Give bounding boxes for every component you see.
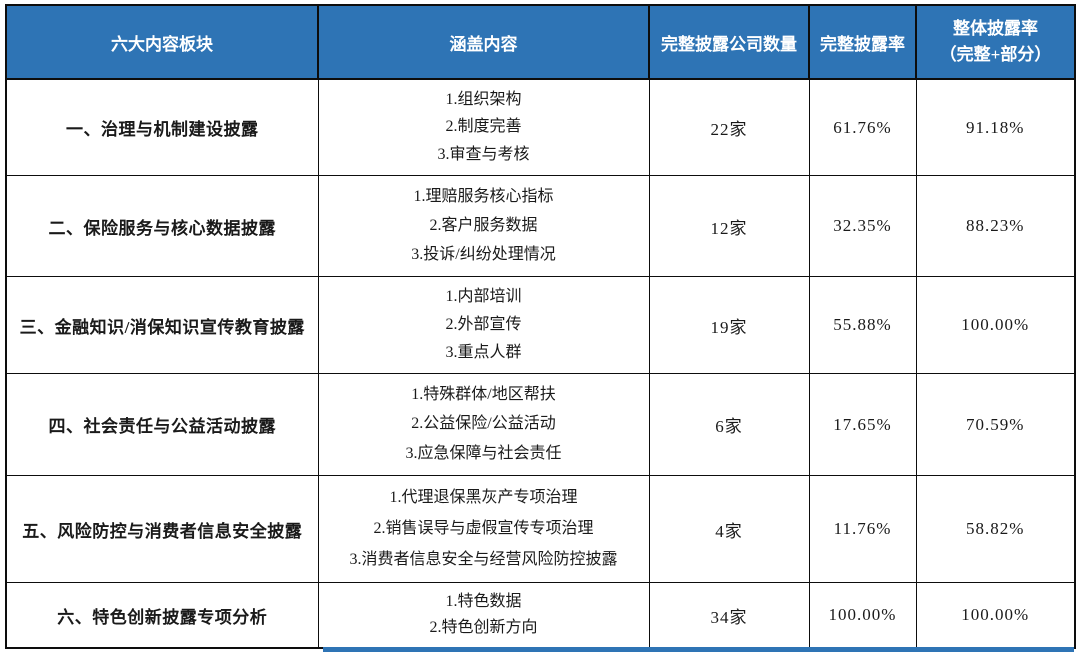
item-line: 3.投诉/纠纷处理情况 <box>411 246 556 264</box>
complete-rate-cell: 11.76% <box>808 475 917 583</box>
table-row: 六、特色创新披露专项分析 1.特色数据 2.特色创新方向 34家 100.00%… <box>5 582 1076 649</box>
item-line: 3.消费者信息安全与经营风险防控披露 <box>349 551 618 569</box>
section-cell: 六、特色创新披露专项分析 <box>5 582 319 649</box>
table-row: 四、社会责任与公益活动披露 1.特殊群体/地区帮扶 2.公益保险/公益活动 3.… <box>5 373 1076 476</box>
count-cell: 4家 <box>648 475 810 583</box>
complete-rate-cell: 55.88% <box>808 276 917 374</box>
overall-rate-cell: 88.23% <box>915 175 1076 277</box>
complete-rate-cell: 17.65% <box>808 373 917 476</box>
overall-rate-cell: 91.18% <box>915 78 1076 176</box>
header-complete-count: 完整披露公司数量 <box>648 4 810 80</box>
section-cell: 四、社会责任与公益活动披露 <box>5 373 319 476</box>
header-overall-rate-line1: 整体披露率 <box>953 19 1038 38</box>
items-cell: 1.内部培训 2.外部宣传 3.重点人群 <box>317 276 650 374</box>
section-cell: 二、保险服务与核心数据披露 <box>5 175 319 277</box>
item-line: 1.特殊群体/地区帮扶 <box>411 385 556 403</box>
table-header-row: 六大内容板块 涵盖内容 完整披露公司数量 完整披露率 整体披露率 （完整+部分） <box>5 4 1076 80</box>
item-line: 2.公益保险/公益活动 <box>411 415 556 433</box>
items-cell: 1.代理退保黑灰产专项治理 2.销售误导与虚假宣传专项治理 3.消费者信息安全与… <box>317 475 650 583</box>
header-content: 涵盖内容 <box>317 4 650 80</box>
header-overall-rate: 整体披露率 （完整+部分） <box>915 4 1076 80</box>
complete-rate-cell: 100.00% <box>808 582 917 649</box>
item-line: 1.特色数据 <box>445 593 522 610</box>
section-cell: 一、治理与机制建设披露 <box>5 78 319 176</box>
overall-rate-cell: 100.00% <box>915 276 1076 374</box>
items-cell: 1.理赔服务核心指标 2.客户服务数据 3.投诉/纠纷处理情况 <box>317 175 650 277</box>
item-line: 3.重点人群 <box>445 344 522 361</box>
overall-rate-cell: 58.82% <box>915 475 1076 583</box>
header-section: 六大内容板块 <box>5 4 319 80</box>
items-cell: 1.特殊群体/地区帮扶 2.公益保险/公益活动 3.应急保障与社会责任 <box>317 373 650 476</box>
disclosure-table: 六大内容板块 涵盖内容 完整披露公司数量 完整披露率 整体披露率 （完整+部分）… <box>5 4 1076 649</box>
count-cell: 6家 <box>648 373 810 476</box>
overall-rate-cell: 100.00% <box>915 582 1076 649</box>
item-line: 1.理赔服务核心指标 <box>413 187 554 205</box>
table-row: 一、治理与机制建设披露 1.组织架构 2.制度完善 3.审查与考核 22家 61… <box>5 78 1076 176</box>
cropped-next-row-strip <box>323 647 1074 652</box>
table-row: 五、风险防控与消费者信息安全披露 1.代理退保黑灰产专项治理 2.销售误导与虚假… <box>5 475 1076 583</box>
item-line: 2.外部宣传 <box>445 316 522 333</box>
table-row: 三、金融知识/消保知识宣传教育披露 1.内部培训 2.外部宣传 3.重点人群 1… <box>5 276 1076 374</box>
complete-rate-cell: 32.35% <box>808 175 917 277</box>
item-line: 3.应急保障与社会责任 <box>405 445 562 463</box>
header-overall-rate-line2: （完整+部分） <box>939 45 1052 64</box>
item-line: 3.审查与考核 <box>437 146 530 164</box>
complete-rate-cell: 61.76% <box>808 78 917 176</box>
count-cell: 22家 <box>648 78 810 176</box>
item-line: 2.制度完善 <box>445 118 522 136</box>
overall-rate-cell: 70.59% <box>915 373 1076 476</box>
count-cell: 34家 <box>648 582 810 649</box>
section-cell: 五、风险防控与消费者信息安全披露 <box>5 475 319 583</box>
count-cell: 19家 <box>648 276 810 374</box>
table-row: 二、保险服务与核心数据披露 1.理赔服务核心指标 2.客户服务数据 3.投诉/纠… <box>5 175 1076 277</box>
item-line: 2.客户服务数据 <box>429 216 538 234</box>
items-cell: 1.组织架构 2.制度完善 3.审查与考核 <box>317 78 650 176</box>
header-complete-rate: 完整披露率 <box>808 4 917 80</box>
section-cell: 三、金融知识/消保知识宣传教育披露 <box>5 276 319 374</box>
item-line: 1.代理退保黑灰产专项治理 <box>389 488 578 506</box>
count-cell: 12家 <box>648 175 810 277</box>
item-line: 2.特色创新方向 <box>429 619 538 636</box>
item-line: 1.组织架构 <box>445 90 522 108</box>
item-line: 1.内部培训 <box>445 288 522 305</box>
items-cell: 1.特色数据 2.特色创新方向 <box>317 582 650 649</box>
item-line: 2.销售误导与虚假宣传专项治理 <box>373 519 594 537</box>
